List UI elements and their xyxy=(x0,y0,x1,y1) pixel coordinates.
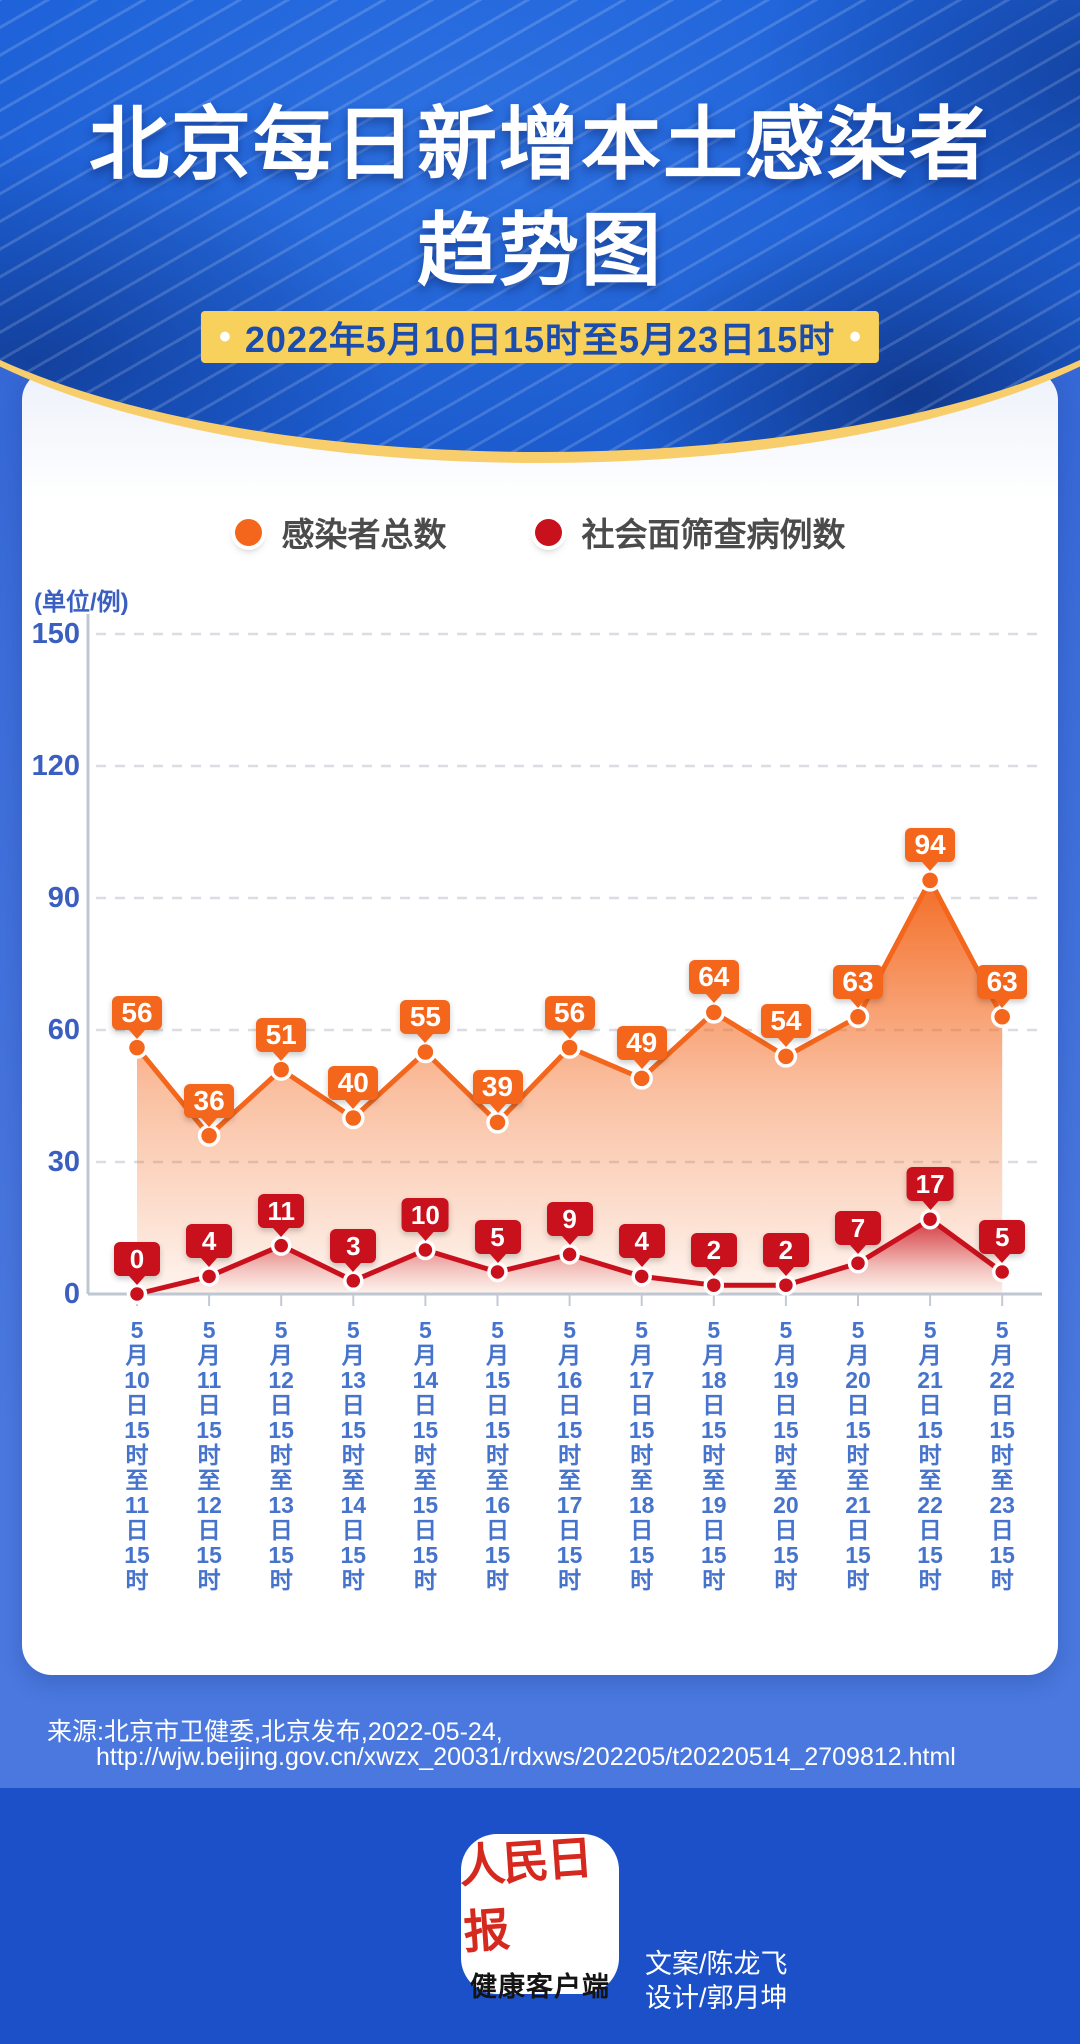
value-tag-community: 5 xyxy=(979,1220,1026,1254)
value-tag-total: 51 xyxy=(256,1017,307,1052)
legend-dot-red-icon xyxy=(534,518,562,546)
value-tag-total: 54 xyxy=(760,1004,811,1039)
y-tick-label: 150 xyxy=(31,618,80,650)
source-url: http://wjw.beijing.gov.cn/xwzx_20031/rdx… xyxy=(96,1743,956,1771)
banner-dot-icon: • xyxy=(849,318,862,356)
x-axis-label: 5 月 22 日 15 时至 23 日 15 时 xyxy=(989,1317,1015,1593)
value-tag-total: 63 xyxy=(977,964,1028,999)
value-tag-total: 56 xyxy=(544,995,595,1030)
value-tag-community: 9 xyxy=(546,1202,593,1237)
legend-label: 感染者总数 xyxy=(281,516,447,553)
value-tag-community: 10 xyxy=(401,1198,449,1232)
value-tag-community: 2 xyxy=(690,1233,737,1268)
value-tag-community: 11 xyxy=(258,1193,305,1228)
value-tag-community: 17 xyxy=(906,1167,954,1202)
value-tag-total: 56 xyxy=(112,995,162,1030)
value-tag-total: 94 xyxy=(905,828,956,863)
source-text: 来源:北京市卫健委,北京发布,2022-05-24, xyxy=(47,1718,503,1746)
x-axis-label: 5 月 10 日 15 时至 11 日 15 时 xyxy=(124,1317,150,1593)
x-axis-label: 5 月 16 日 15 时至 17 日 15 时 xyxy=(556,1317,583,1593)
value-tag-community: 4 xyxy=(186,1224,233,1259)
page-title-line2: 趋势图 xyxy=(417,206,663,295)
value-tag-total: 55 xyxy=(400,1000,451,1034)
date-range-text: 2022年5月10日15时至5月23日15时 xyxy=(244,319,836,360)
value-tag-community: 2 xyxy=(762,1233,809,1268)
x-axis-label: 5 月 14 日 15 时至 15 日 15 时 xyxy=(412,1317,439,1593)
legend: 感染者总数 社会面筛查病例数 xyxy=(0,508,1080,556)
legend-item-community: 社会面筛查病例数 xyxy=(534,508,846,556)
y-tick-label: 90 xyxy=(47,882,80,914)
value-tag-community: 0 xyxy=(114,1242,160,1276)
value-tag-community: 4 xyxy=(618,1224,665,1259)
legend-label: 社会面筛查病例数 xyxy=(581,516,846,553)
y-tick-label: 30 xyxy=(47,1146,80,1178)
header-content: 北京每日新增本土感染者 趋势图 • 2022年5月10日15时至5月23日15时… xyxy=(0,0,1080,452)
x-axis-label: 5 月 21 日 15 时至 22 日 15 时 xyxy=(917,1317,943,1593)
x-axis-label: 5 月 12 日 15 时至 13 日 15 时 xyxy=(268,1317,294,1593)
value-tag-total: 36 xyxy=(184,1083,235,1118)
value-tag-total: 39 xyxy=(472,1070,523,1105)
value-tag-community: 7 xyxy=(835,1211,881,1246)
value-tag-community: 5 xyxy=(474,1220,521,1254)
value-tag-total: 49 xyxy=(616,1026,667,1061)
x-axis-label: 5 月 11 日 15 时至 12 日 15 时 xyxy=(196,1317,222,1593)
header-hero: 北京每日新增本土感染者 趋势图 • 2022年5月10日15时至5月23日15时… xyxy=(0,0,1080,463)
x-axis-label: 5 月 19 日 15 时至 20 日 15 时 xyxy=(773,1317,799,1593)
credit-writer: 文案/陈龙飞 xyxy=(645,1949,788,1979)
x-axis-label: 5 月 18 日 15 时至 19 日 15 时 xyxy=(701,1317,727,1593)
header-stripes-decor xyxy=(0,0,1080,452)
value-tag-total: 63 xyxy=(833,964,883,999)
banner-dot-icon: • xyxy=(218,318,231,356)
people-daily-health-logo: 人民日报 健康客户端 xyxy=(457,1830,619,2002)
axis-unit-label: (单位/例) xyxy=(34,589,129,616)
logo-subtitle: 健康客户端 xyxy=(470,1971,610,2002)
page-title-line1: 北京每日新增本土感染者 xyxy=(89,100,991,189)
credit-designer: 设计/郭月坤 xyxy=(645,1983,788,2013)
logo-title: 人民日报 xyxy=(457,1829,593,1959)
y-tick-label: 0 xyxy=(63,1278,80,1310)
y-tick-label: 120 xyxy=(31,750,80,782)
value-tag-total: 40 xyxy=(328,1066,379,1100)
x-axis-label: 5 月 13 日 15 时至 14 日 15 时 xyxy=(340,1317,367,1593)
value-tag-community: 3 xyxy=(330,1228,377,1263)
x-axis-label: 5 月 17 日 15 时至 18 日 15 时 xyxy=(628,1317,655,1593)
legend-item-total: 感染者总数 xyxy=(234,508,447,556)
y-tick-label: 60 xyxy=(47,1014,80,1046)
x-axis-label: 5 月 20 日 15 时至 21 日 15 时 xyxy=(845,1317,871,1593)
x-axis-label: 5 月 15 日 15 时至 16 日 15 时 xyxy=(484,1317,511,1593)
date-range-banner: • 2022年5月10日15时至5月23日15时 • xyxy=(200,311,880,363)
value-tag-total: 64 xyxy=(688,960,739,995)
legend-dot-orange-icon xyxy=(234,518,262,546)
